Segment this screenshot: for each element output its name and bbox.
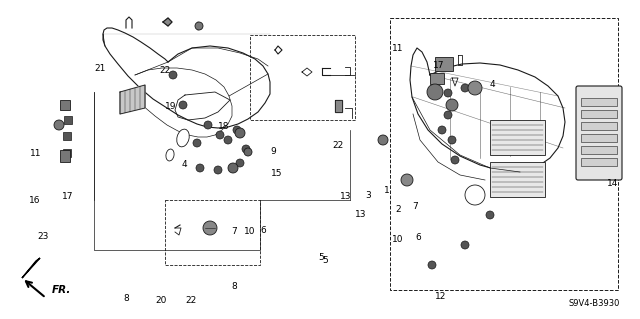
Text: 11: 11: [392, 44, 404, 53]
Circle shape: [235, 128, 245, 138]
Polygon shape: [22, 258, 40, 278]
Bar: [63, 149, 71, 157]
Text: 22: 22: [332, 141, 344, 150]
Text: 21: 21: [94, 64, 106, 73]
Bar: [430, 73, 444, 84]
Text: 5: 5: [323, 256, 328, 265]
Text: 7: 7: [232, 227, 237, 236]
Text: 16: 16: [29, 196, 40, 204]
Circle shape: [468, 81, 482, 95]
Text: FR.: FR.: [52, 285, 72, 295]
Circle shape: [228, 163, 238, 173]
Ellipse shape: [177, 129, 189, 147]
Bar: [390, 18, 618, 290]
Polygon shape: [335, 100, 342, 112]
Text: 12: 12: [435, 292, 446, 301]
Circle shape: [204, 121, 212, 129]
Circle shape: [244, 148, 252, 156]
Circle shape: [428, 261, 436, 269]
Text: 18: 18: [218, 122, 230, 131]
Text: S9V4-B3930: S9V4-B3930: [568, 299, 620, 308]
Bar: [581, 98, 617, 106]
Bar: [490, 162, 545, 197]
Bar: [581, 122, 617, 130]
Text: 1: 1: [385, 186, 390, 195]
Text: 14: 14: [607, 179, 619, 188]
Text: 22: 22: [159, 66, 171, 75]
Circle shape: [401, 174, 413, 186]
Text: 4: 4: [490, 80, 495, 89]
Ellipse shape: [166, 149, 174, 161]
Text: 3: 3: [365, 191, 371, 200]
Circle shape: [461, 241, 469, 249]
Text: 4: 4: [182, 160, 187, 169]
Text: 17: 17: [433, 61, 445, 70]
Bar: [64, 116, 72, 124]
FancyBboxPatch shape: [576, 86, 622, 180]
Text: 8: 8: [124, 294, 129, 303]
Circle shape: [438, 126, 446, 134]
Bar: [581, 134, 617, 142]
Circle shape: [196, 164, 204, 172]
Text: 8: 8: [232, 282, 237, 291]
Circle shape: [444, 89, 452, 97]
Text: 10: 10: [392, 235, 404, 244]
Circle shape: [54, 120, 64, 130]
Bar: [435, 57, 453, 71]
Circle shape: [169, 71, 177, 79]
Bar: [165, 200, 260, 265]
Bar: [63, 132, 71, 140]
Bar: [581, 110, 617, 118]
Text: 9: 9: [271, 147, 276, 156]
Polygon shape: [120, 85, 145, 114]
Text: 15: 15: [271, 169, 282, 178]
Text: 7: 7: [412, 202, 417, 211]
Text: 10: 10: [244, 227, 255, 236]
Text: 5: 5: [319, 253, 324, 262]
Bar: [581, 158, 617, 166]
Circle shape: [216, 131, 224, 139]
Circle shape: [427, 84, 443, 100]
Bar: [490, 120, 545, 155]
Text: 6: 6: [416, 233, 421, 241]
Circle shape: [195, 22, 203, 30]
Bar: [581, 146, 617, 154]
Circle shape: [224, 136, 232, 144]
Circle shape: [242, 145, 250, 153]
Bar: [60, 100, 70, 110]
Text: 20: 20: [156, 296, 167, 305]
Circle shape: [193, 139, 201, 147]
Circle shape: [465, 185, 485, 205]
Circle shape: [451, 156, 459, 164]
Circle shape: [486, 211, 494, 219]
Circle shape: [378, 135, 388, 145]
Circle shape: [444, 111, 452, 119]
Circle shape: [461, 84, 469, 92]
Text: 22: 22: [185, 296, 196, 305]
Circle shape: [448, 136, 456, 144]
Text: 13: 13: [340, 192, 351, 201]
Circle shape: [203, 221, 217, 235]
Text: 23: 23: [38, 232, 49, 241]
Circle shape: [233, 126, 241, 134]
Text: 13: 13: [355, 210, 367, 219]
Text: 19: 19: [164, 102, 176, 111]
Circle shape: [236, 159, 244, 167]
Text: 2: 2: [396, 205, 401, 214]
Circle shape: [179, 101, 187, 109]
Bar: [250, 35, 355, 120]
Bar: [60, 150, 70, 162]
Text: 17: 17: [62, 192, 74, 201]
Circle shape: [214, 166, 222, 174]
Circle shape: [446, 99, 458, 111]
Text: 6: 6: [260, 226, 266, 235]
Text: 11: 11: [30, 149, 42, 158]
Polygon shape: [163, 18, 172, 26]
